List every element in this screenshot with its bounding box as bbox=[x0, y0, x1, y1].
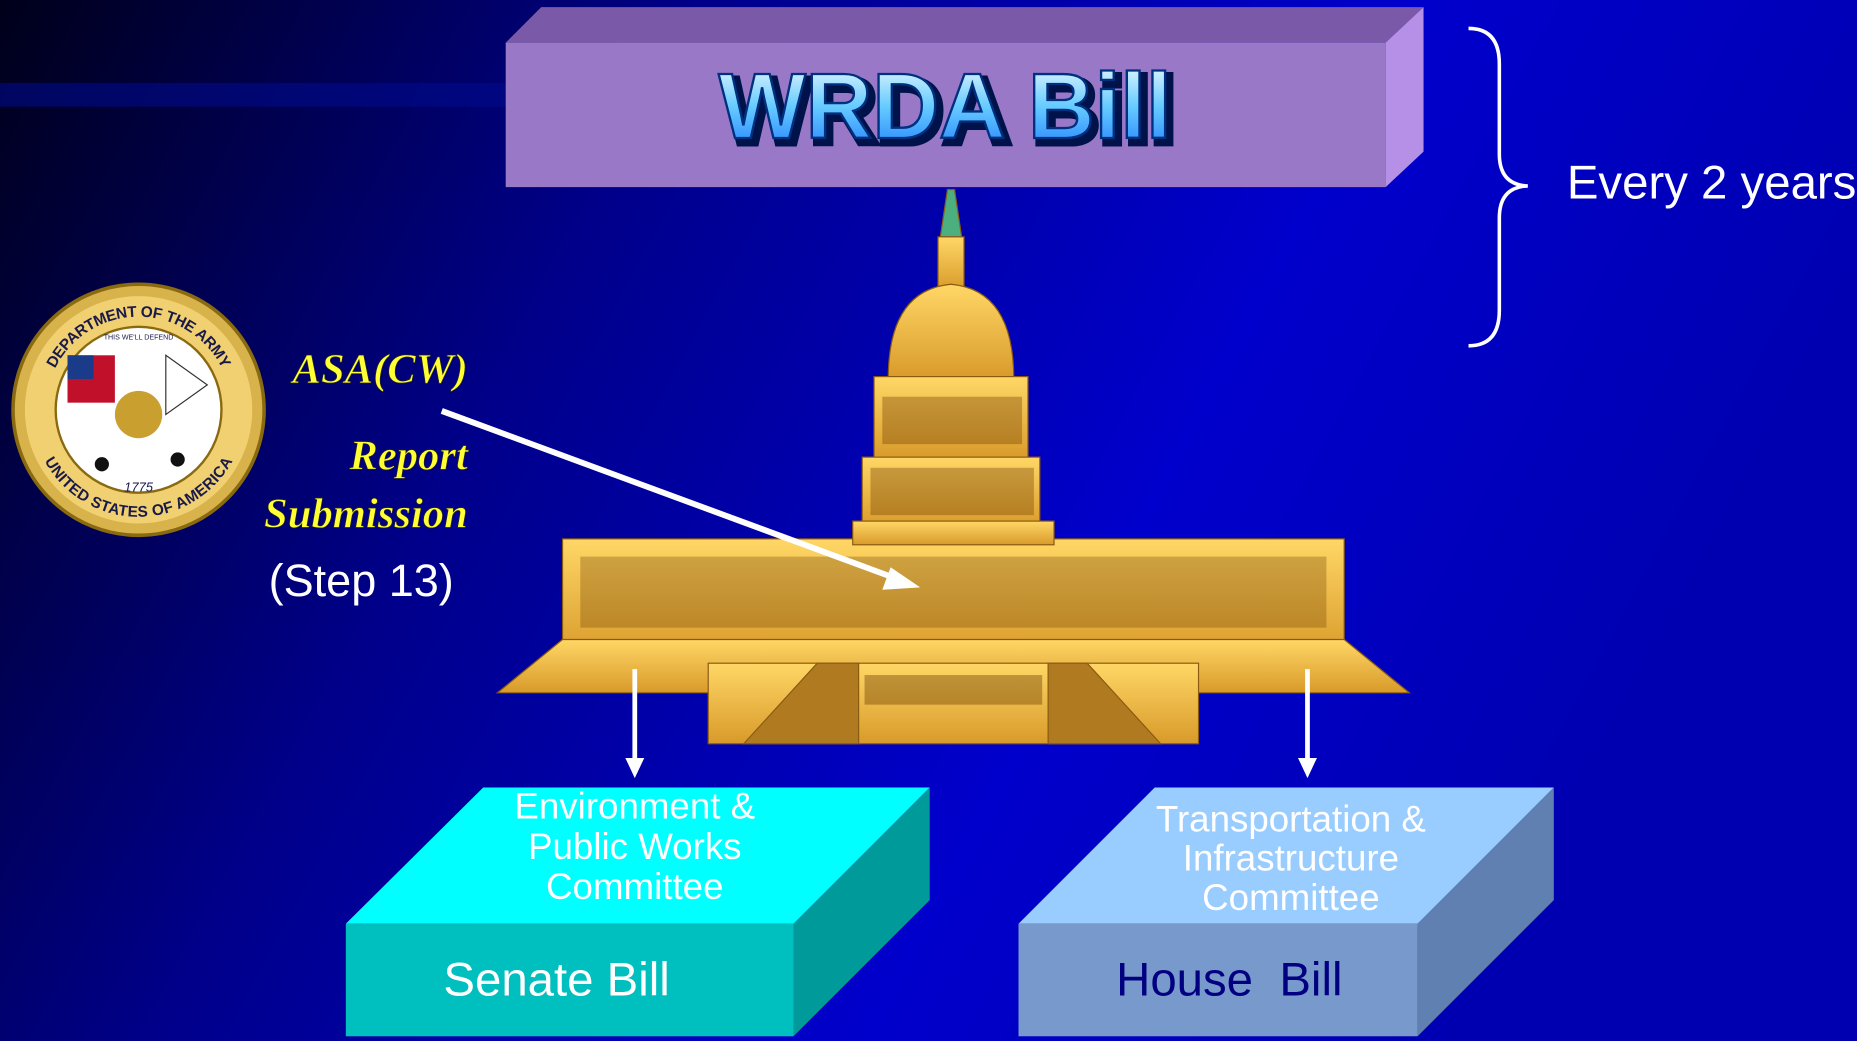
committee-line: Infrastructure bbox=[1183, 838, 1399, 879]
action-line: Report bbox=[348, 432, 469, 479]
committee-line: Public Works bbox=[528, 826, 741, 867]
submitter: ASA(CW) bbox=[290, 346, 468, 393]
box-top bbox=[506, 7, 1424, 43]
committee-line: Committee bbox=[1202, 877, 1379, 918]
cycle-label: Every 2 years bbox=[1567, 156, 1857, 209]
title: WRDA Bill bbox=[718, 54, 1171, 158]
decor-bar bbox=[0, 83, 521, 107]
step-label: (Step 13) bbox=[269, 555, 454, 606]
bill-label: Senate Bill bbox=[443, 953, 669, 1006]
action-line: Submission bbox=[264, 490, 468, 537]
committee-line: Environment & bbox=[514, 786, 755, 827]
seal-year: 1775 bbox=[124, 479, 154, 494]
seal-motto: THIS WE'LL DEFEND bbox=[104, 333, 174, 341]
committee-line: Committee bbox=[546, 866, 723, 907]
army-seal: DEPARTMENT OF THE ARMY UNITED STATES OF … bbox=[13, 284, 264, 535]
wrda-box: WRDA Bill WRDA Bill bbox=[506, 7, 1424, 187]
slide: WRDA Bill WRDA Bill Every 2 years bbox=[0, 0, 1857, 1041]
page: { "title": "WRDA Bill", "cycle": "Every … bbox=[0, 0, 1857, 1041]
bill-label: House Bill bbox=[1116, 953, 1342, 1006]
committee-line: Transportation & bbox=[1156, 799, 1426, 840]
